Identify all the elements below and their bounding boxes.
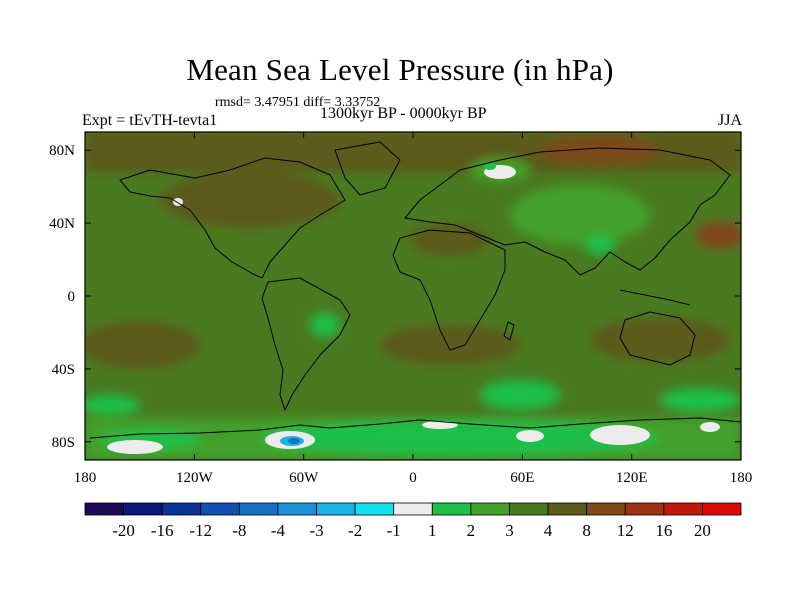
field-sindian-brown [590, 318, 730, 362]
field-antarctic-green [260, 420, 660, 456]
coast-north-america [119, 157, 346, 279]
colorbar-swatch [624, 502, 665, 516]
colorbar-level-label: 2 [467, 521, 476, 540]
field-npacific-east-brown [695, 221, 741, 249]
y-tick-label: 40S [52, 362, 75, 378]
field-antarctic-white-mid [516, 430, 544, 442]
time-period-label: 1300kyr BP - 0000kyr BP [320, 105, 487, 122]
x-tick-label: 120W [176, 470, 214, 486]
coast-eurasia [404, 147, 731, 276]
coast-australia [619, 311, 696, 366]
pressure-field [85, 132, 741, 460]
coast-indonesia [619, 289, 691, 306]
y-tick-label: 80S [52, 435, 75, 451]
field-southern-ocean-green [480, 380, 560, 410]
x-tick-label: 180 [730, 470, 753, 486]
field-antarctic-white-east [590, 425, 650, 445]
field-se-southern-green [660, 388, 740, 412]
colorbar-level-label: -20 [112, 521, 135, 540]
colorbar-swatch [316, 502, 356, 516]
chart-title: Mean Sea Level Pressure (in hPa) [186, 52, 614, 87]
colorbar-swatch [200, 502, 240, 516]
x-tick-label: 60W [289, 470, 319, 486]
field-asia-green [510, 185, 650, 245]
coast-greenland [334, 141, 401, 196]
colorbar-swatch [470, 502, 510, 516]
colorbar-swatch [393, 502, 433, 516]
field-npacific-brown [160, 172, 340, 228]
colorbar-level-label: 12 [617, 521, 634, 540]
field-ross-east-white [700, 422, 720, 432]
coast-antarctica [89, 417, 742, 439]
experiment-label: Expt = tEvTH-tevta1 [82, 112, 218, 129]
field-sw-pacific-green [85, 395, 140, 415]
x-tick-label: 180 [74, 470, 97, 486]
colorbar-swatch [277, 502, 317, 516]
field-brazil-green [310, 313, 340, 337]
x-tick-label: 0 [409, 470, 417, 486]
coastlines [89, 141, 742, 439]
y-tick-label: 0 [68, 289, 76, 305]
field-barents-green [484, 162, 496, 170]
coast-africa [392, 229, 506, 351]
rmsd-diff-stats: rmsd= 3.47951 diff= 3.33752 [215, 95, 381, 110]
colorbar-level-label: 8 [582, 521, 591, 540]
field-siberia-brown [540, 136, 660, 164]
coast-madagascar [503, 321, 515, 341]
colorbar-level-label: 20 [694, 521, 711, 540]
colorbar-level-label: -1 [387, 521, 401, 540]
field-antarctic-white-coast [422, 421, 458, 429]
colorbar-level-label: -8 [232, 521, 246, 540]
colorbar-level-label: 4 [544, 521, 553, 540]
colorbar-level-label: 3 [505, 521, 514, 540]
colorbar-swatch [586, 502, 626, 516]
field-spacific-brown [85, 321, 200, 369]
colorbar-level-label: -2 [348, 521, 362, 540]
colorbar-swatch [663, 502, 703, 516]
field-weddell-blue [288, 438, 300, 444]
colorbar-level-label: 16 [655, 521, 672, 540]
colorbar-level-label: 1 [428, 521, 437, 540]
y-tick-label: 40N [49, 216, 75, 232]
axis-ticks: 180 120W 60W 0 60E 120E 180 80N 40N 0 40S 80S [49, 132, 752, 486]
x-tick-label: 60E [510, 470, 534, 486]
coast-south-america [261, 277, 351, 411]
field-satlantic-brown [380, 325, 520, 365]
colorbar-swatch [702, 502, 742, 516]
colorbar-swatch [238, 502, 279, 516]
field-tibet-green [585, 235, 615, 255]
colorbar-level-label: -4 [271, 521, 286, 540]
colorbar-swatch [354, 502, 395, 516]
colorbar-level-label: -16 [151, 521, 174, 540]
colorbar: -20 -16 -12 -8 -4 -3 -2 -1 1 2 3 4 8 12 16 20 [84, 502, 742, 540]
field-ross-white [107, 440, 163, 454]
colorbar-swatch [84, 502, 124, 516]
y-tick-label: 80N [49, 143, 75, 159]
colorbar-level-label: -3 [309, 521, 323, 540]
colorbar-swatch [509, 502, 549, 516]
colorbar-swatch [123, 502, 163, 516]
colorbar-swatch [547, 502, 588, 516]
season-label: JJA [717, 112, 742, 129]
x-tick-label: 120E [616, 470, 648, 486]
colorbar-swatch [431, 502, 472, 516]
colorbar-swatch [161, 502, 202, 516]
field-africa-north-brown [410, 224, 490, 256]
colorbar-level-label: -12 [189, 521, 212, 540]
